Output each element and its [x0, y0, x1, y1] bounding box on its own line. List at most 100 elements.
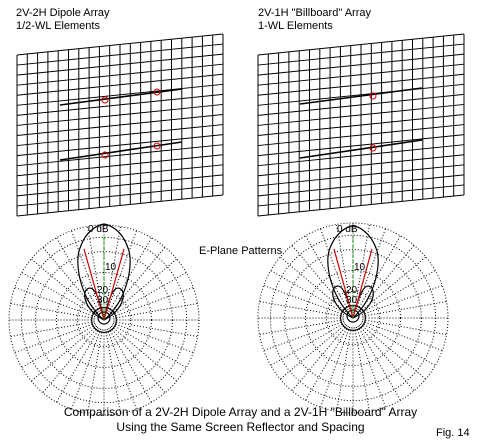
polar-spoke — [42, 326, 99, 394]
right-panel-title: 2V-1H "Billboard" Array — [258, 7, 371, 19]
polar-ring — [305, 270, 401, 366]
polar-spoke — [359, 323, 427, 380]
screen-grid-line — [16, 43, 224, 66]
polar-spoke — [320, 326, 351, 408]
screen-grid-line — [257, 43, 465, 66]
caption-line-2: Using the Same Screen Reflector and Spac… — [116, 420, 365, 434]
screen-grid-line — [257, 33, 465, 56]
screen-grid-line — [16, 93, 224, 116]
screen-grid-line — [257, 124, 465, 147]
polar-spoke — [259, 319, 344, 335]
polar-spoke — [360, 322, 436, 366]
screen-grid-line — [16, 114, 224, 136]
polar-spoke — [14, 322, 96, 353]
left-panel-subtitle: 1/2-WL Elements — [16, 20, 100, 32]
screen-grid-line — [257, 164, 465, 187]
polar-spoke — [56, 327, 100, 403]
left-screen-reflector — [16, 33, 224, 217]
polar-spoke — [259, 301, 344, 317]
polar-spoke — [354, 327, 370, 412]
polar-spoke — [270, 322, 346, 366]
right-array-elements — [299, 87, 423, 159]
polar-spoke — [10, 303, 95, 319]
left-beamwidth-lines — [83, 248, 125, 321]
polar-spoke — [305, 325, 349, 401]
feedpoint-marker — [369, 144, 377, 152]
polar-spoke — [279, 256, 347, 313]
left-db-label-10: 10 — [105, 262, 117, 273]
polar-spoke — [110, 258, 178, 315]
polar-spoke — [263, 320, 345, 351]
right-db-label-0: 0 dB — [337, 224, 358, 235]
polar-spoke — [357, 325, 401, 401]
polar-spoke — [111, 272, 187, 316]
polar-spoke — [108, 237, 152, 313]
screen-grid-line — [16, 53, 224, 76]
polar-spoke — [291, 324, 348, 392]
screen-grid-line — [16, 73, 224, 96]
polar-spoke — [362, 301, 447, 317]
polar-spoke — [320, 228, 351, 310]
polar-spoke — [42, 246, 99, 314]
polar-spoke — [291, 244, 348, 312]
feedpoint-marker — [101, 96, 109, 104]
polar-spoke — [360, 270, 436, 314]
left-db-label-0: 0 dB — [88, 224, 109, 235]
screen-grid-line — [16, 164, 224, 187]
polar-spoke — [358, 244, 415, 312]
left-db-label-20: 20 — [97, 285, 109, 296]
screen-grid-line — [16, 134, 224, 157]
left-element-lower — [59, 141, 183, 161]
polar-spoke — [361, 320, 443, 351]
screen-grid-line — [257, 63, 465, 86]
screen-grid-line — [16, 184, 224, 207]
screen-grid-line — [257, 144, 465, 167]
polar-ring — [257, 222, 449, 414]
polar-spoke — [270, 270, 346, 314]
polar-spoke — [113, 321, 198, 337]
main-lobe — [327, 225, 379, 319]
polar-spoke — [279, 323, 347, 380]
figure-label: Fig. 14 — [436, 427, 470, 439]
screen-grid-line — [16, 83, 224, 106]
screen-grid-line — [257, 134, 465, 157]
left-db-label-30: 30 — [97, 295, 109, 306]
right-element-lower — [299, 139, 423, 159]
screen-grid-line — [16, 174, 224, 197]
polar-spoke — [354, 224, 370, 309]
polar-ring — [56, 272, 152, 368]
main-lobe — [77, 223, 131, 321]
screen-grid-line — [257, 174, 465, 197]
polar-spoke — [358, 324, 415, 392]
left-panel-title: 2V-2H Dipole Array — [16, 7, 110, 19]
feedpoint-marker — [153, 88, 161, 96]
polar-ring — [35, 251, 173, 389]
polar-spoke — [71, 230, 102, 312]
polar-spoke — [305, 235, 349, 311]
polar-spoke — [56, 237, 100, 313]
polar-spoke — [14, 287, 96, 318]
right-db-label-20: 20 — [346, 285, 358, 296]
polar-spoke — [87, 329, 103, 414]
left-feedpoints — [101, 88, 161, 159]
screen-grid-line — [16, 33, 224, 56]
polar-spoke — [10, 321, 95, 337]
feedpoint-marker — [153, 142, 161, 150]
screen-grid-line — [16, 154, 224, 177]
right-panel-subtitle: 1-WL Elements — [258, 20, 333, 32]
screen-grid-line — [257, 154, 465, 177]
screen-grid-line — [16, 103, 224, 126]
right-feedpoints — [369, 92, 377, 152]
polar-spoke — [359, 256, 427, 313]
right-db-label-30: 30 — [346, 295, 358, 306]
left-array-elements — [59, 88, 183, 161]
screen-grid-line — [257, 103, 465, 126]
polar-spoke — [109, 246, 166, 314]
polar-spoke — [21, 272, 97, 316]
polar-spoke — [361, 285, 443, 316]
polar-spoke — [105, 226, 121, 311]
polar-spoke — [21, 324, 97, 368]
polar-spoke — [109, 326, 166, 394]
polar-spoke — [87, 226, 103, 311]
